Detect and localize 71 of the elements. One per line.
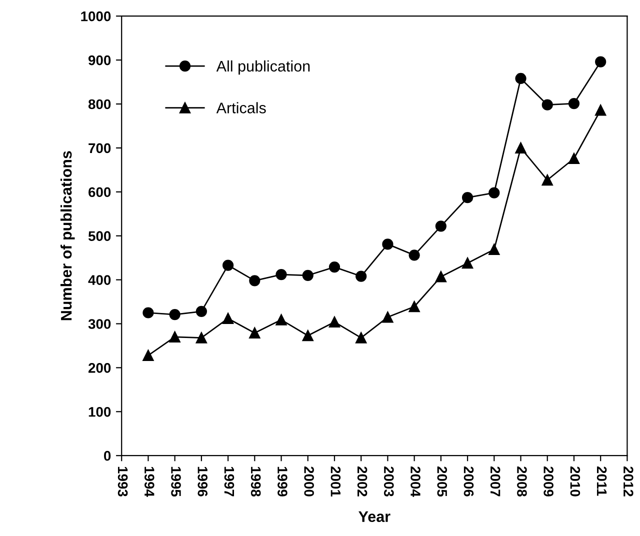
point [382, 238, 394, 250]
x-tick-label: 2010 [570, 466, 580, 496]
point [435, 271, 446, 282]
point [222, 312, 234, 324]
y-tick-label: 500 [88, 231, 111, 242]
point [276, 314, 287, 326]
point [169, 331, 180, 342]
x-tick-label: 2003 [384, 466, 394, 496]
x-tick-label: 2005 [437, 466, 448, 497]
x-axis-title: Year [358, 511, 390, 522]
x-tick-label: 2008 [517, 466, 527, 496]
point [302, 270, 314, 281]
point [196, 332, 207, 344]
point [196, 306, 207, 317]
point [542, 174, 553, 186]
point [356, 332, 367, 344]
y-tick-label: 900 [88, 55, 111, 66]
point [328, 316, 340, 328]
x-tick-label: 2002 [357, 466, 368, 496]
point [568, 98, 580, 110]
y-tick-label: 100 [88, 406, 111, 417]
x-tick-label: 1998 [250, 466, 261, 496]
point [488, 244, 500, 256]
x-tick-label: 2012 [623, 466, 634, 496]
point [222, 260, 234, 271]
x-tick-label: 1996 [198, 466, 208, 496]
point [328, 261, 340, 273]
x-tick-label: 2011 [596, 466, 607, 496]
point [515, 142, 526, 154]
point [249, 275, 260, 286]
point [276, 268, 287, 280]
x-tick-label: 1999 [278, 466, 288, 496]
y-axis-title: Number of publications [60, 151, 75, 320]
point [435, 220, 446, 232]
legend-label: Articals [216, 102, 266, 114]
x-tick-label: 1995 [171, 466, 181, 497]
y-tick-label: 400 [88, 275, 111, 285]
point [408, 301, 420, 312]
y-tick-label: 600 [88, 187, 111, 198]
legend-label: All publication [216, 60, 310, 75]
x-tick-label: 2006 [464, 466, 474, 496]
x-tick-label: 2000 [304, 466, 314, 496]
point [169, 308, 180, 320]
point [515, 72, 526, 84]
point [568, 152, 580, 164]
y-tick-label: 200 [88, 363, 111, 373]
y-tick-label: 700 [88, 143, 111, 154]
point [595, 104, 606, 116]
point [462, 192, 474, 204]
x-tick-label: 2007 [490, 466, 500, 496]
point [142, 307, 154, 318]
point [488, 187, 500, 198]
point [249, 327, 260, 339]
point [382, 312, 394, 323]
y-tick-label: 1000 [81, 11, 111, 22]
point [595, 56, 606, 68]
x-tick-label: 2004 [410, 466, 420, 497]
y-tick-label: 800 [88, 99, 111, 110]
point [302, 330, 314, 342]
x-tick-label: 1993 [118, 466, 128, 496]
x-tick-label: 1994 [144, 466, 154, 497]
y-tick-label: 0 [104, 450, 111, 461]
x-tick-label: 1997 [224, 466, 234, 496]
point [408, 250, 420, 261]
x-tick-label: 2001 [330, 466, 341, 497]
y-tick-label: 300 [88, 319, 111, 329]
point [356, 270, 367, 282]
point [462, 258, 474, 269]
point [542, 99, 553, 110]
point [142, 350, 154, 361]
x-tick-label: 2009 [544, 466, 554, 496]
